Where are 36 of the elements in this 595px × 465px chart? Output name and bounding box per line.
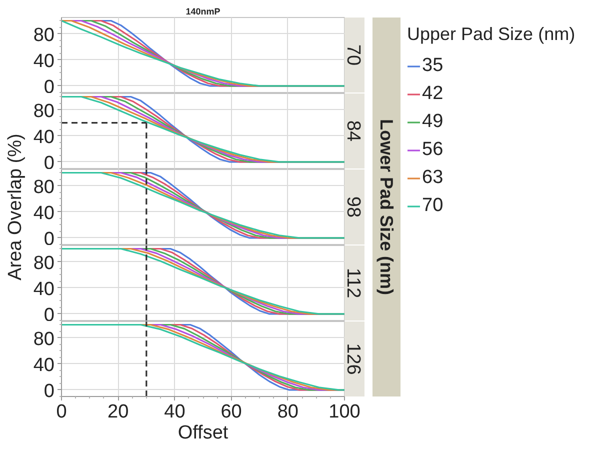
legend-label: 49 <box>422 111 444 133</box>
legend-label: 56 <box>422 139 444 161</box>
y-tick-label: 80 <box>33 24 55 46</box>
y-tick-label: 40 <box>33 354 55 376</box>
text: 126 <box>342 343 364 375</box>
y-tick-label: 0 <box>44 228 55 250</box>
text: 98 <box>342 196 364 218</box>
y-tick-label: 0 <box>44 152 55 174</box>
legend-label: 35 <box>422 55 444 77</box>
y-tick-label: 0 <box>44 304 55 326</box>
x-axis-title: Offset <box>178 422 229 444</box>
legend-title: Upper Pad Size (nm) <box>407 24 576 45</box>
legend-label: 70 <box>422 195 444 217</box>
text: 70 <box>342 44 364 66</box>
x-tick-label: 60 <box>220 402 242 422</box>
x-tick-label: 40 <box>164 402 186 422</box>
y-axis-title: Area Overlap (%) <box>5 134 26 280</box>
text: 112 <box>342 268 364 298</box>
y-tick-label: 40 <box>33 202 55 224</box>
legend-label: 42 <box>422 83 444 105</box>
y-tick-label: 40 <box>33 50 55 72</box>
y-tick-label: 0 <box>44 76 55 98</box>
x-tick-label: 80 <box>277 402 298 422</box>
y-tick-label: 80 <box>33 100 55 122</box>
x-tick-label: 20 <box>108 402 129 422</box>
text: Lower Pad Size (nm) <box>376 118 396 296</box>
x-tick-label: 100 <box>328 402 360 422</box>
y-tick-label: 40 <box>33 126 55 148</box>
chart-title: 140nmP <box>186 6 220 16</box>
y-tick-label: 80 <box>33 328 55 350</box>
y-tick-label: 40 <box>33 278 55 300</box>
legend-label: 63 <box>422 167 444 189</box>
text: 84 <box>342 120 364 142</box>
y-tick-label: 80 <box>33 176 55 198</box>
y-tick-label: 0 <box>44 380 55 402</box>
y-tick-label: 80 <box>33 252 55 274</box>
